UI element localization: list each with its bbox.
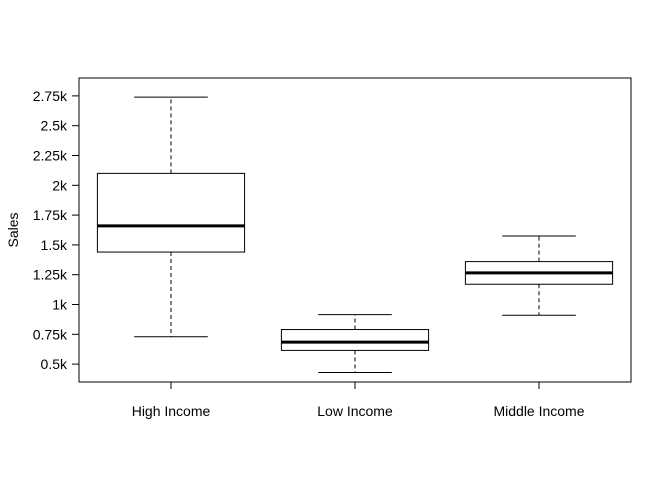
x-axis: High Income Low Income Middle Income <box>132 381 585 419</box>
y-tick-label: 1.75k <box>33 207 68 223</box>
x-tick-label: High Income <box>132 403 211 419</box>
y-tick-label: 2.5k <box>41 118 68 134</box>
boxes-group <box>96 96 614 373</box>
y-tick-label: 2k <box>52 177 68 193</box>
x-tick-label: Low Income <box>317 403 393 419</box>
y-axis-label: Sales <box>5 212 21 247</box>
box-low-income <box>280 314 430 373</box>
y-tick-label: 2.75k <box>33 88 68 104</box>
x-tick-label: Middle Income <box>493 403 584 419</box>
box-middle-income <box>464 235 614 316</box>
y-tick-label: 0.5k <box>41 356 68 372</box>
y-axis: 0.5k 0.75k 1k 1.25k 1.5k 1.75k 2k 2.25k 2.5k 2.75… <box>33 88 80 372</box>
y-tick-label: 2.25k <box>33 147 68 163</box>
y-tick-label: 1.5k <box>41 237 68 253</box>
box-high-income <box>96 96 246 338</box>
interquartile-box <box>96 172 246 253</box>
y-tick-label: 0.75k <box>33 326 68 342</box>
y-tick-label: 1k <box>52 297 68 313</box>
interquartile-box <box>280 329 430 351</box>
y-tick-label: 1.25k <box>33 267 68 283</box>
